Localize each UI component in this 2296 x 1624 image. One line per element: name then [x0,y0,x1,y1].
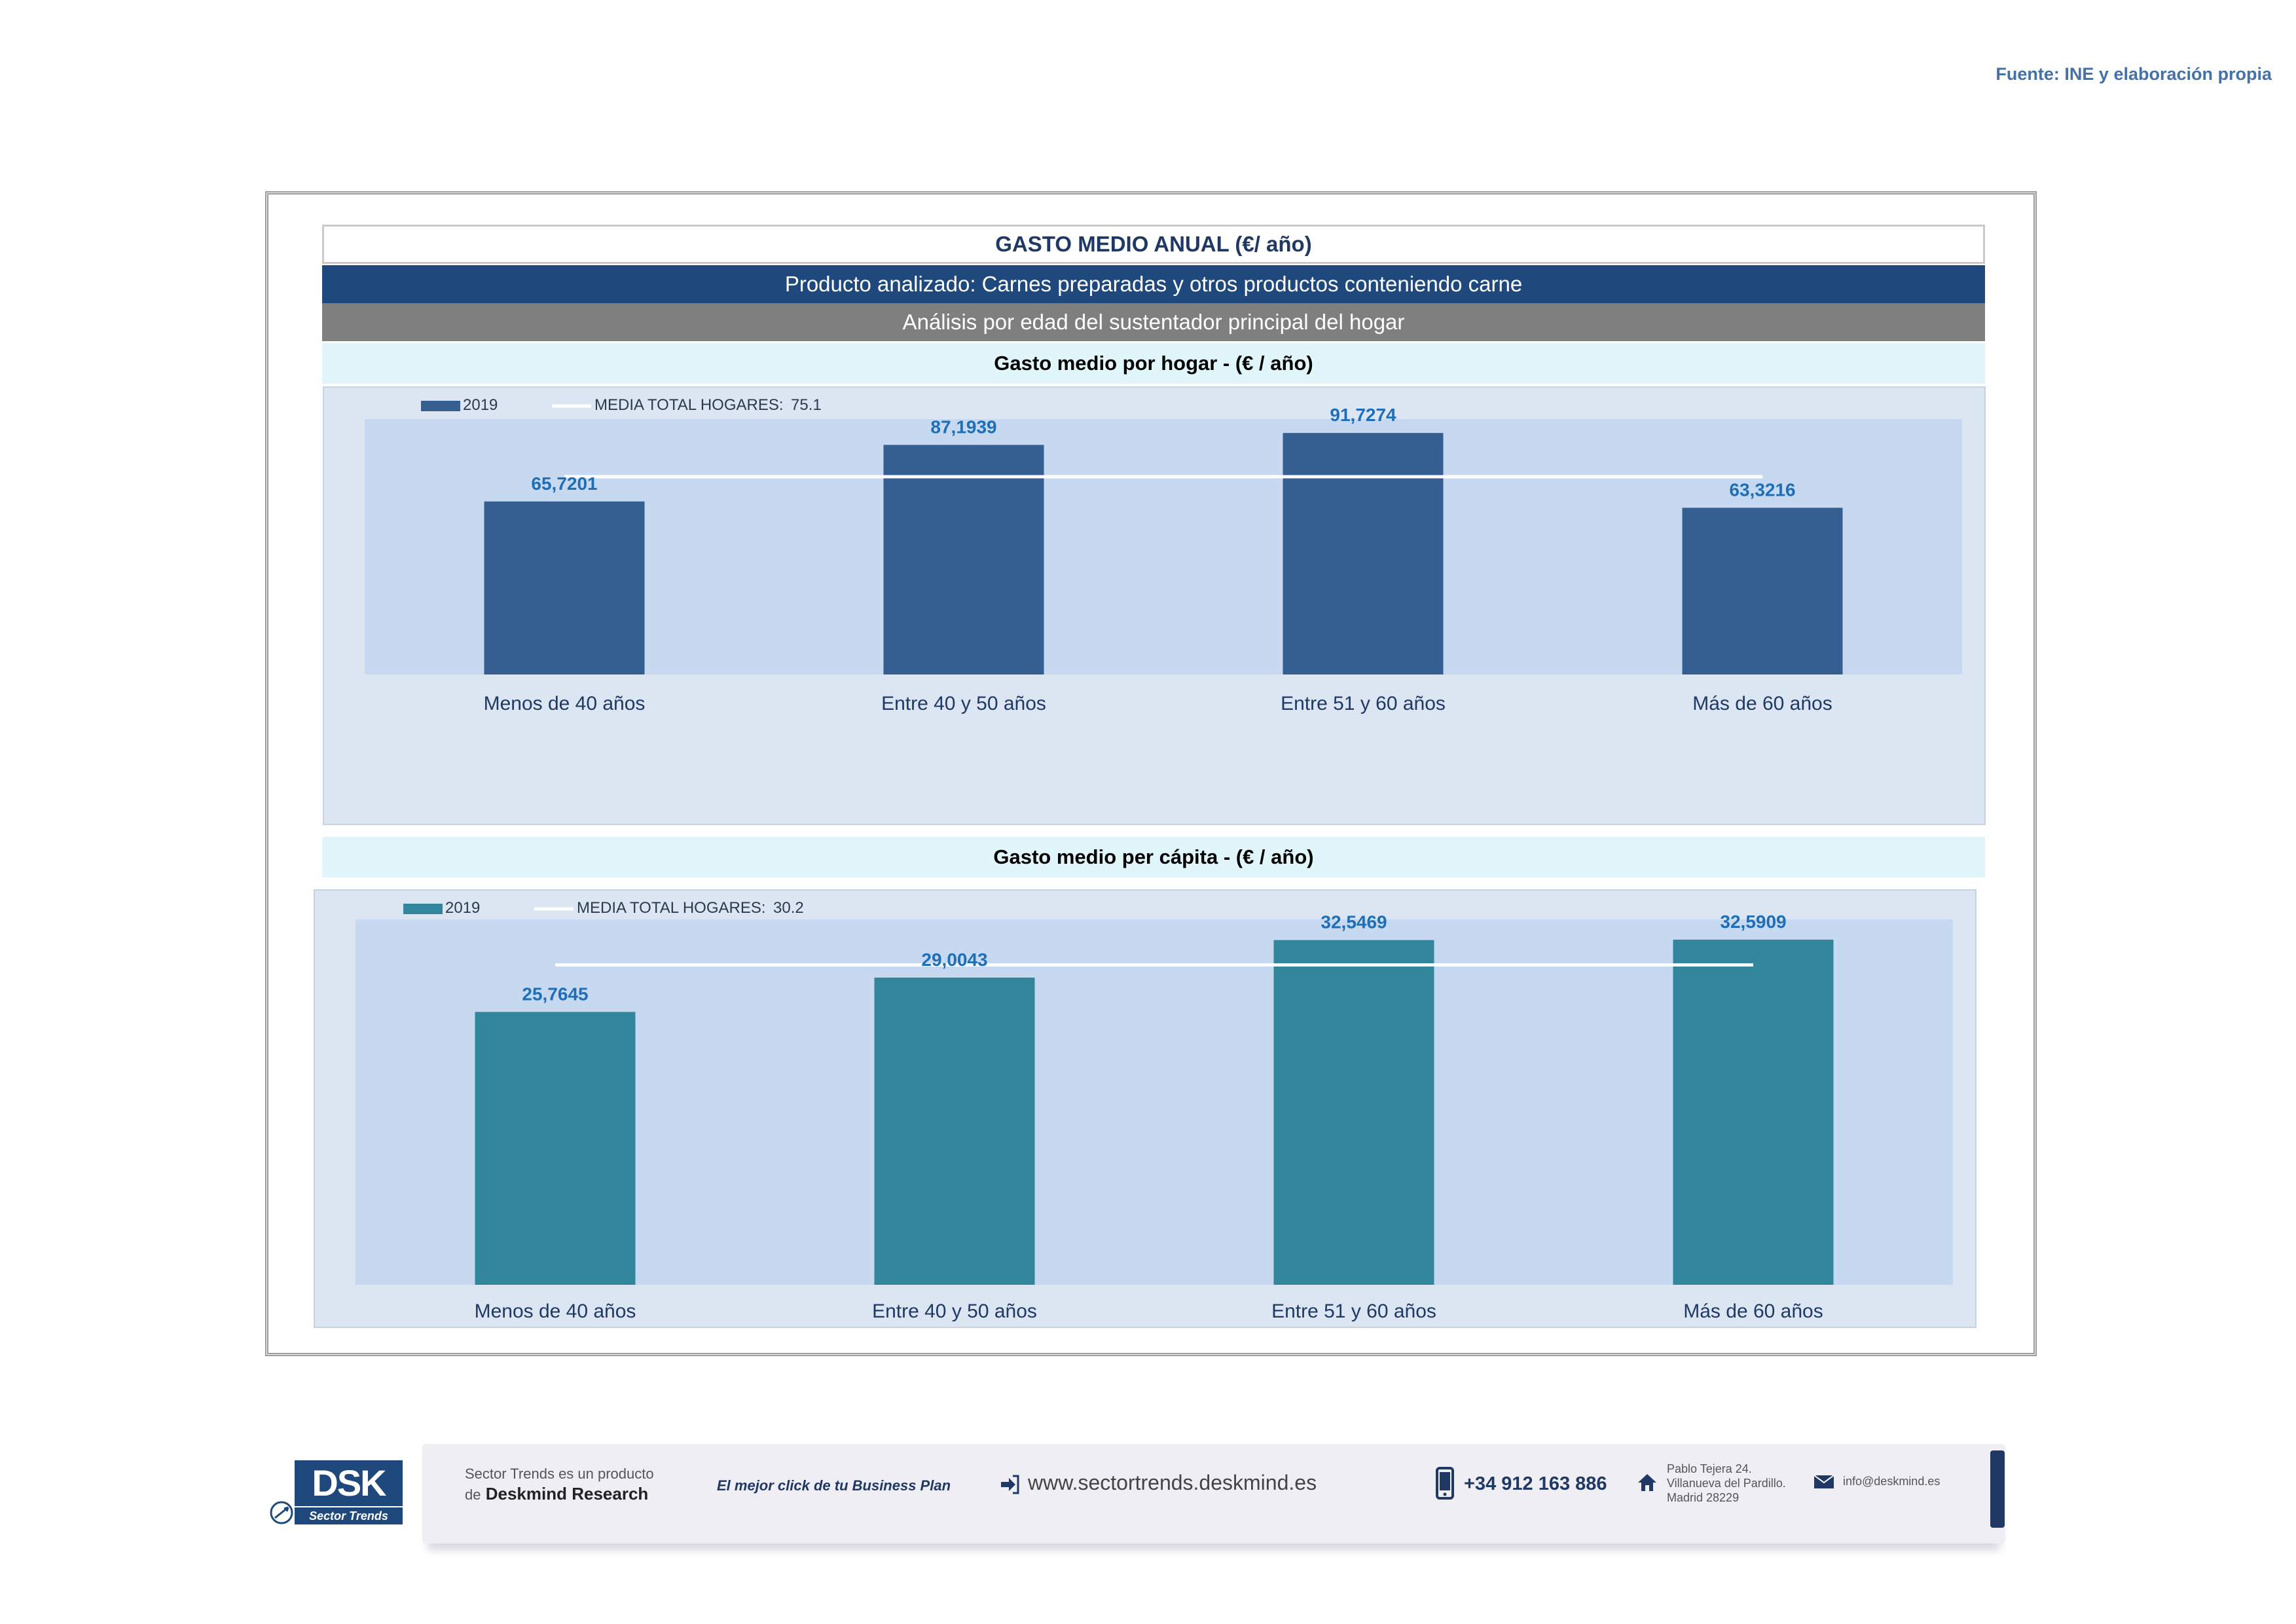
value-label-2: 29,0043 [921,950,987,970]
home-icon [1638,1474,1656,1491]
logo-text: DSK [295,1460,403,1506]
logo-subtitle: Sector Trends [295,1507,403,1524]
category-label-1: Menos de 40 años [484,693,646,714]
footer-line2-prefix: de [465,1486,481,1503]
phone-icon [1436,1467,1454,1500]
chart1-title: Gasto medio por hogar - (€ / año) [322,343,1985,384]
legend-mean-value: 75.1 [791,396,822,414]
bar-4 [1673,939,1834,1285]
value-label-3: 32,5469 [1321,912,1387,932]
per-capita-chart-svg: 25,7645 29,0043 32,5469 32,5909 Menos de 40 … [355,899,1953,1322]
per-capita-chart: 25,7645 29,0043 32,5469 32,5909 Menos de 40 … [314,889,1977,1328]
footer-line1: Sector Trends es un producto [465,1466,654,1482]
bar-4 [1682,507,1843,674]
category-label-2: Entre 40 y 50 años [881,693,1046,714]
bar-3 [1273,940,1434,1285]
product-band: Producto analizado: Carnes preparadas y … [322,265,1985,303]
category-label-2: Entre 40 y 50 años [872,1301,1037,1322]
login-arrow-icon [1001,1475,1019,1494]
category-label-3: Entre 51 y 60 años [1281,693,1446,714]
legend-label-2019: 2019 [445,899,480,917]
bar-1 [484,501,645,674]
analysis-band: Análisis por edad del sustentador princi… [322,303,1985,341]
source-note: Fuente: INE y elaboración propia [1995,64,2272,84]
household-chart: 65,7201 87,1939 91,7274 63,3216 Menos de 40 … [323,386,1986,825]
bar-2 [883,445,1044,674]
legend-label-mean: MEDIA TOTAL HOGARES: [594,396,784,414]
footer-address: Pablo Tejera 24. Villanueva del Pardillo… [1667,1462,1786,1505]
category-label-3: Entre 51 y 60 años [1271,1301,1436,1322]
legend-swatch-2019 [421,401,460,411]
address-line1: Pablo Tejera 24. [1667,1462,1752,1475]
category-label-4: Más de 60 años [1692,693,1832,714]
household-chart-svg: 65,7201 87,1939 91,7274 63,3216 Menos de 40 … [365,396,1962,714]
footer-email[interactable]: info@deskmind.es [1843,1475,1941,1488]
footer-bar [422,1444,2005,1543]
bar-2 [874,977,1035,1285]
bar-1 [475,1012,636,1285]
value-label-1: 65,7201 [531,473,597,494]
footer-accent [1990,1450,2005,1528]
value-label-3: 91,7274 [1330,405,1396,425]
report-title: GASTO MEDIO ANUAL (€/ año) [322,225,1985,264]
category-label-4: Más de 60 años [1683,1301,1823,1322]
value-label-2: 87,1939 [930,416,996,437]
footer-line2: de Deskmind Research [465,1484,648,1504]
value-label-4: 32,5909 [1720,912,1786,932]
footer-phone[interactable]: +34 912 163 886 [1464,1473,1607,1494]
footer-url[interactable]: www.sectortrends.deskmind.es [1028,1471,1317,1494]
value-label-1: 25,7645 [522,984,588,1004]
legend-swatch-2019 [403,904,443,914]
value-label-4: 63,3216 [1729,479,1795,500]
legend-label-mean: MEDIA TOTAL HOGARES: [577,899,766,917]
chart2-title: Gasto medio per cápita - (€ / año) [322,837,1985,877]
logo-arrow-icon [270,1501,293,1524]
mail-icon [1813,1475,1834,1488]
category-label-1: Menos de 40 años [475,1301,636,1322]
dsk-logo[interactable]: DSK Sector Trends [270,1460,403,1526]
footer-slogan: El mejor click de tu Business Plan [717,1477,951,1494]
address-line3: Madrid 28229 [1667,1491,1740,1504]
bar-3 [1283,433,1444,674]
legend-label-2019: 2019 [463,396,498,414]
footer-brand: Deskmind Research [485,1484,649,1504]
address-line2: Villanueva del Pardillo. [1667,1477,1786,1490]
legend-mean-value: 30.2 [773,899,804,917]
